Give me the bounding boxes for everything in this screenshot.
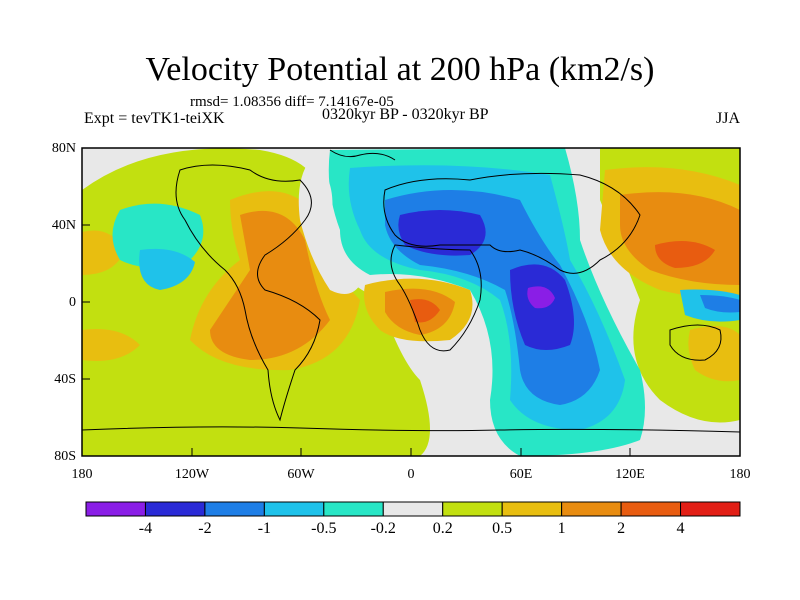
lat-label-40n: 40N	[51, 218, 76, 233]
colorbar	[85, 501, 741, 517]
colorbar-tick-label: -4	[138, 520, 153, 537]
colorbar-swatch	[85, 501, 146, 517]
lon-label-120e: 120E	[615, 467, 645, 482]
americas-outline	[175, 164, 321, 422]
contour-maritime-core	[700, 295, 740, 313]
colorbar-tick-label: -0.2	[370, 520, 396, 537]
colorbar-tick-label: -0.5	[311, 520, 337, 537]
season-label: JJA	[715, 110, 740, 127]
colorbar-swatch	[204, 501, 265, 517]
contour-africa-3	[410, 299, 440, 323]
lon-label-60e: 60E	[509, 467, 533, 482]
page-title: Velocity Potential at 200 hPa (km2/s)	[145, 51, 655, 88]
colorbar-tick-label: 2	[617, 520, 626, 537]
experiment-label: Expt = tevTK1-teiXK	[84, 110, 225, 127]
colorbar-tick-label: 0.5	[492, 520, 513, 537]
contour-negative-4a	[398, 210, 486, 256]
eurasia-outline	[383, 172, 641, 274]
contour-asia-3	[655, 241, 715, 268]
lon-label-0: 0	[407, 467, 415, 482]
colorbar-swatch	[680, 501, 741, 517]
colorbar-tick-label: 0.2	[432, 520, 453, 537]
lat-label-40s: 40S	[54, 372, 76, 387]
australia-outline	[669, 324, 722, 361]
stats-text: rmsd= 1.08356 diff= 7.14167e-05	[190, 94, 394, 110]
contour-asia-2	[620, 192, 740, 285]
colorbar-swatch	[263, 501, 325, 517]
lat-label-80s: 80S	[54, 449, 76, 464]
contour-eastpacific-2	[139, 248, 195, 290]
colorbar-tick-label: 1	[557, 520, 566, 537]
contour-dateline-southwest	[82, 329, 140, 361]
colorbar-swatch	[501, 501, 563, 517]
colorbar-tick-label: -2	[198, 520, 212, 537]
contour-eastpacific-1	[112, 203, 204, 268]
lat-label-0: 0	[69, 295, 76, 310]
period-label: 0320kyr BP - 0320kyr BP	[322, 106, 489, 123]
greenland-outline	[329, 149, 396, 161]
contour-fill-layer	[82, 148, 740, 456]
lon-label-120w: 120W	[174, 467, 210, 482]
axis-ticks	[81, 147, 741, 457]
colorbar-swatch	[382, 501, 444, 517]
lat-label-80n: 80N	[51, 141, 76, 156]
contour-neutral-atlantic	[298, 160, 360, 294]
colorbar-swatch	[144, 501, 206, 517]
contour-negative-5	[527, 286, 555, 309]
lon-label-60w: 60W	[287, 467, 315, 482]
colorbar-swatch	[442, 501, 503, 517]
antarctica-outline	[82, 426, 740, 433]
colorbar-tick-label: 4	[676, 520, 685, 537]
colorbar-swatch	[561, 501, 622, 517]
lon-label-180w: 180	[71, 467, 93, 482]
contour-americas-2	[210, 210, 330, 360]
colorbar-tick-label: -1	[257, 520, 272, 537]
colorbar-swatch	[323, 501, 384, 517]
colorbar-swatch	[620, 501, 682, 517]
lon-label-180e: 180	[729, 467, 751, 482]
coastlines	[82, 149, 740, 433]
africa-outline	[390, 244, 482, 352]
